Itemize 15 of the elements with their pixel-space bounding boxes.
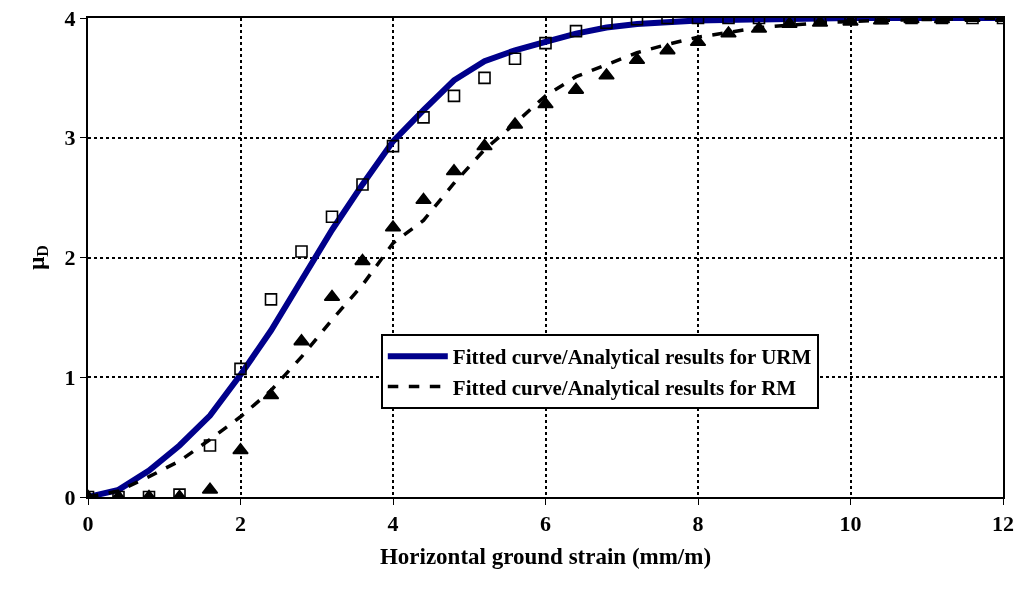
- legend-label: Fitted curve/Analytical results for URM: [452, 345, 812, 370]
- x-tick-label: 6: [540, 511, 551, 537]
- x-tick-label: 2: [235, 511, 246, 537]
- legend-label: Fitted curve/Analytical results for RM: [452, 375, 797, 400]
- y-tick-label: 1: [64, 364, 76, 390]
- x-tick-label: 12: [992, 511, 1014, 537]
- y-tick-label: 3: [64, 125, 76, 151]
- x-tick-label: 4: [387, 511, 399, 537]
- y-tick-label: 2: [64, 245, 76, 271]
- x-tick-label: 0: [82, 511, 94, 537]
- x-tick-label: 10: [839, 511, 862, 537]
- x-axis-title: Horizontal ground strain (mm/m): [379, 543, 712, 569]
- x-tick-label: 8: [692, 511, 704, 537]
- y-tick-label: 4: [64, 5, 76, 31]
- y-tick-label: 0: [64, 484, 76, 510]
